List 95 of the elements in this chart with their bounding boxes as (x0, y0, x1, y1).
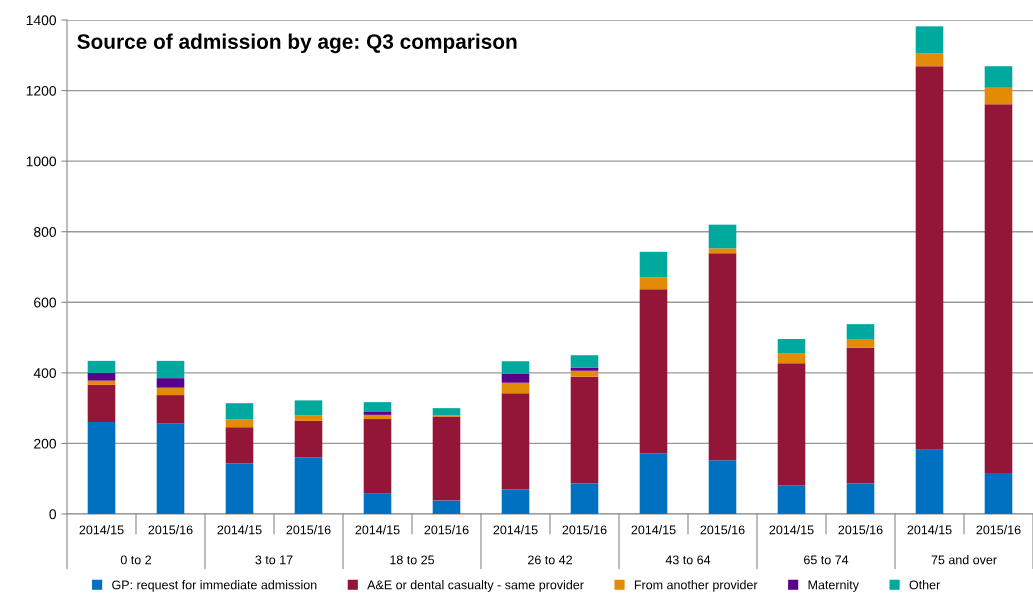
y-tick-label: 1000 (26, 156, 57, 167)
bar (846, 338, 875, 348)
legend-label: Other (909, 580, 941, 590)
x-tick-label: 2015/16 (424, 525, 469, 535)
bar (501, 489, 530, 514)
y-tick-label: 0 (49, 509, 57, 520)
y-tick-label: 1200 (26, 85, 57, 96)
y-tick-label: 200 (34, 438, 57, 449)
bar (363, 402, 392, 413)
bar (156, 395, 185, 424)
bar (363, 419, 392, 494)
bar (570, 370, 599, 377)
bar (639, 289, 668, 454)
bar (570, 483, 599, 514)
bar (984, 473, 1013, 514)
bar (570, 367, 599, 371)
x-tick-label: 2015/16 (838, 525, 883, 535)
bar (294, 400, 323, 416)
bar (294, 415, 323, 421)
bar (501, 373, 530, 383)
x-tick-label: 2014/15 (217, 525, 262, 535)
x-tick-label: 2015/16 (286, 525, 331, 535)
text: 3 to 17 (255, 555, 293, 565)
text: 0 to 2 (120, 555, 152, 565)
bar (363, 412, 392, 415)
bar (432, 500, 461, 514)
bar (156, 387, 185, 396)
bar (501, 361, 530, 374)
x-tick-label: 2015/16 (562, 525, 607, 535)
bar (708, 460, 737, 514)
y-tick-label: 400 (33, 368, 57, 379)
text: 18 to 25 (390, 555, 435, 565)
bar (708, 253, 737, 461)
x-tick-label: 2014/15 (79, 525, 124, 535)
bar (87, 372, 116, 381)
bar (225, 463, 254, 514)
x-tick-label: 2015/16 (148, 525, 193, 535)
legend-label: Maternity (808, 580, 859, 592)
bar (570, 355, 599, 368)
x-tick-label: 2014/15 (355, 525, 400, 535)
bar (87, 360, 116, 373)
bar (984, 87, 1013, 105)
bar (708, 224, 737, 249)
bar (501, 393, 530, 490)
x-tick-label: 2015/16 (976, 525, 1021, 535)
bar (156, 360, 185, 379)
legend-label: A&E or dental casualty - same provider (367, 580, 584, 592)
bar (984, 104, 1013, 474)
bar (156, 423, 185, 514)
bar (363, 414, 392, 420)
text: Source of admission by age: Q3 comparison (77, 33, 517, 54)
bar (708, 248, 737, 254)
text: 75 and over (931, 555, 997, 565)
bar (846, 324, 875, 339)
bar (846, 347, 875, 484)
x-tick-label: 2014/15 (631, 525, 676, 535)
bar (915, 53, 944, 67)
bar (225, 427, 254, 464)
bar (294, 457, 323, 514)
y-tick-label: 1400 (26, 15, 57, 26)
x-tick-label: 2014/15 (907, 525, 952, 535)
bar (915, 449, 944, 514)
y-tick-label: 800 (34, 227, 57, 237)
bar (432, 416, 461, 501)
text: 65 to 74 (804, 555, 849, 565)
legend-label: GP: request for immediate admission (112, 580, 317, 592)
bar (225, 419, 254, 428)
text: 26 to 42 (528, 555, 572, 565)
bar (501, 382, 530, 394)
text: 43 to 64 (665, 555, 711, 565)
y-tick-label: 600 (34, 297, 57, 308)
bar (915, 26, 944, 54)
bar (225, 403, 254, 420)
x-tick-label: 2015/16 (700, 525, 745, 535)
bar (846, 483, 875, 514)
bar (639, 251, 668, 278)
bar (639, 453, 668, 514)
bar (777, 485, 806, 514)
bar (915, 66, 944, 450)
bar (156, 378, 185, 388)
bar (639, 277, 668, 290)
legend-label: From another provider (634, 580, 758, 592)
bar (294, 420, 323, 458)
bar (87, 380, 116, 385)
bar (984, 66, 1013, 88)
bar (570, 376, 599, 484)
x-tick-label: 2014/15 (493, 525, 538, 535)
bar (432, 408, 461, 416)
bar (777, 338, 806, 354)
bar (777, 363, 806, 486)
bar (87, 384, 116, 422)
bar (87, 421, 116, 514)
bar (777, 353, 806, 364)
bar (363, 493, 392, 514)
x-tick-label: 2014/15 (769, 525, 814, 535)
